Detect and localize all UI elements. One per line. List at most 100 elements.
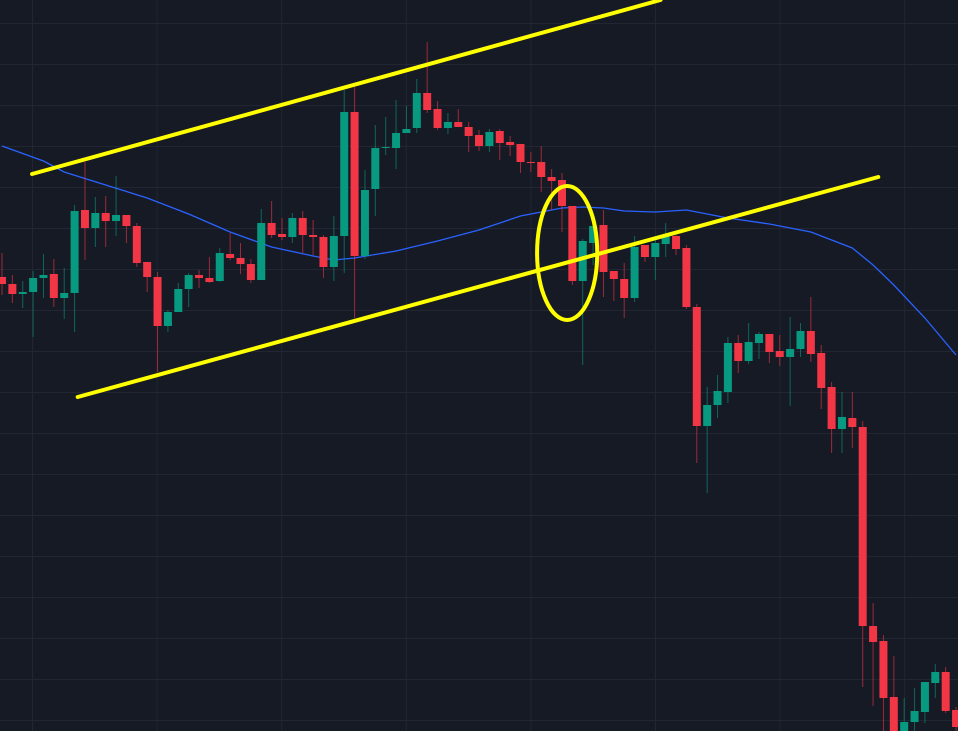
candle-bearish [246, 259, 255, 283]
candle-bullish [257, 209, 266, 280]
candle-bullish [900, 698, 909, 731]
candle-bearish [226, 233, 235, 260]
candle-bearish [350, 87, 359, 318]
candle-body [257, 223, 266, 280]
candle-body [547, 177, 556, 181]
candle-bullish [91, 197, 100, 247]
channel-upper-trendline [30, 0, 663, 176]
candle-body [620, 279, 629, 298]
candle-bullish [443, 113, 452, 134]
candle-body [703, 405, 712, 426]
candle-bearish [475, 130, 484, 151]
candle-bullish [215, 248, 224, 282]
candle-bearish [952, 707, 958, 731]
candle-body [412, 93, 421, 128]
candle-body [101, 213, 110, 221]
candle-body [806, 331, 815, 354]
candle-body [775, 351, 784, 357]
candle-bearish [454, 109, 463, 127]
candle-body [931, 672, 940, 683]
candle-bullish [786, 317, 795, 406]
candle-bearish [309, 220, 318, 255]
candle-bearish [195, 270, 204, 288]
candle-bearish [672, 235, 681, 255]
candle-bearish [568, 206, 577, 285]
candle-body [29, 278, 38, 292]
moving-average-layer [1, 145, 957, 356]
candle-bearish [848, 392, 857, 448]
highlight-ellipse [535, 184, 600, 322]
candle-body [920, 682, 929, 712]
candle-bearish [143, 262, 152, 292]
candle-bearish [640, 245, 649, 262]
candle-body [309, 235, 318, 237]
candle-body [869, 626, 878, 642]
candle-body [672, 236, 681, 249]
candle-body [319, 237, 328, 267]
candle-body [796, 331, 805, 349]
candle-bearish [537, 146, 546, 192]
candle-body [433, 109, 442, 128]
candle-body [371, 148, 380, 189]
candle-body [609, 271, 618, 279]
candle-body [143, 262, 152, 277]
candle-bearish [122, 215, 131, 243]
candle-body [350, 112, 359, 256]
candle-body [630, 247, 639, 298]
candle-body [661, 236, 670, 244]
candle-bearish [869, 603, 878, 706]
candle-bearish [547, 169, 556, 210]
candle-body [837, 417, 846, 429]
candle-bearish [557, 173, 566, 232]
candle-body [402, 129, 411, 133]
candle-bullish [392, 100, 401, 169]
candle-body [557, 180, 566, 206]
candle-bearish [609, 271, 618, 301]
candle-bearish [506, 136, 515, 156]
candle-bearish [132, 223, 141, 267]
candle-bearish [205, 257, 214, 283]
candle-bearish [153, 272, 162, 372]
candle-bearish [423, 42, 432, 113]
candle-body [340, 112, 349, 236]
candle-body [516, 144, 525, 162]
candle-body [879, 641, 888, 698]
candle-bearish [879, 635, 888, 731]
candle-bearish [858, 421, 867, 687]
candle-body [236, 258, 245, 264]
candle-bearish [526, 152, 535, 172]
candle-bearish [319, 235, 328, 278]
candle-bullish [39, 254, 48, 298]
moving-average-line [1, 145, 957, 356]
candle-body [692, 307, 701, 426]
candle-body [8, 284, 17, 294]
candle-bullish [174, 283, 183, 312]
candle-bearish [101, 196, 110, 247]
candle-body [163, 312, 172, 326]
candle-bearish [277, 218, 286, 240]
candle-body [132, 226, 141, 263]
candle-bearish [298, 211, 307, 253]
candle-bearish [692, 304, 701, 463]
candle-body [288, 218, 297, 237]
candle-body [713, 391, 722, 405]
candle-bullish [630, 236, 639, 302]
candle-body [60, 293, 69, 298]
candle-bullish [589, 226, 598, 265]
candle-bearish [765, 334, 774, 363]
candle-body [360, 190, 369, 256]
candle-bullish [837, 392, 846, 453]
candle-body [651, 243, 660, 257]
candle-bullish [340, 90, 349, 273]
candle-body [848, 418, 857, 427]
candle-bullish [381, 117, 390, 155]
candle-body [526, 162, 535, 163]
candle-bullish [60, 268, 69, 319]
candle-body [589, 226, 598, 243]
candle-bullish [713, 375, 722, 418]
candle-bullish [744, 323, 753, 364]
candle-body [506, 142, 515, 145]
candle-bearish [516, 144, 525, 173]
candle-body [423, 93, 432, 110]
candle-bearish [806, 297, 815, 362]
